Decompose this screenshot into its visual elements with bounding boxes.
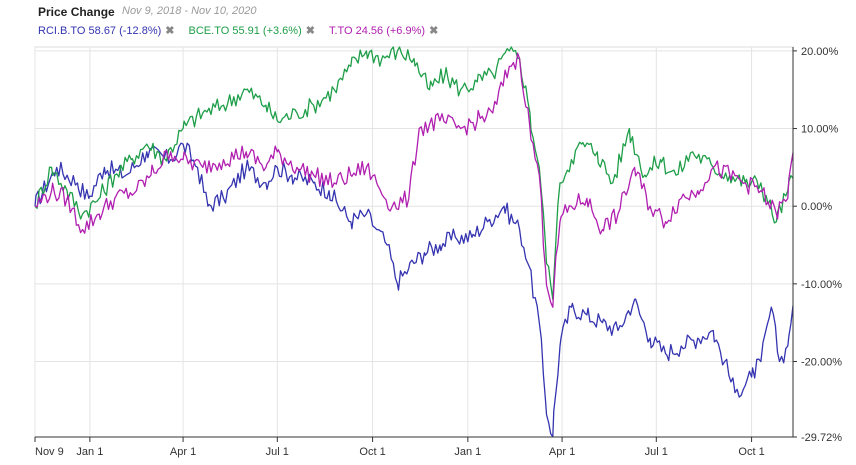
y-tick-label: 0.00%: [801, 201, 832, 213]
series-line-rci-b-to[interactable]: [34, 142, 794, 438]
remove-series-icon[interactable]: ✖: [165, 25, 175, 37]
remove-series-icon[interactable]: ✖: [305, 25, 315, 37]
legend: RCI.B.TO 58.67 (-12.8%) ✖ BCE.TO 55.91 (…: [38, 24, 439, 38]
x-tick-label: Oct 1: [738, 446, 764, 458]
x-tick-label: Jan 1: [76, 446, 103, 458]
remove-series-icon[interactable]: ✖: [429, 25, 439, 37]
legend-label-t: T.TO 24.56 (+6.9%): [328, 24, 426, 37]
series-group: [34, 46, 794, 438]
x-tick-label: Nov 9: [35, 446, 64, 458]
x-tick-label: Jul 1: [266, 446, 289, 458]
series-line-t-to[interactable]: [34, 52, 794, 308]
grid: [34, 46, 794, 438]
y-tick-label: 20.00%: [801, 46, 839, 58]
legend-item-rci[interactable]: RCI.B.TO 58.67 (-12.8%) ✖: [38, 24, 175, 38]
y-tick-label: -10.00%: [801, 279, 842, 291]
x-tick-label: Oct 1: [359, 446, 385, 458]
x-tick-label: Jan 1: [454, 446, 481, 458]
y-tick-label: -20.00%: [801, 357, 842, 369]
x-tick-label: Apr 1: [170, 446, 196, 458]
chart-header: Price Change Nov 9, 2018 - Nov 10, 2020 …: [0, 0, 856, 46]
legend-item-t[interactable]: T.TO 24.56 (+6.9%) ✖: [328, 24, 439, 38]
y-tick-label: 10.00%: [801, 124, 839, 136]
legend-item-bce[interactable]: BCE.TO 55.91 (+3.6%) ✖: [188, 24, 315, 38]
chart-title: Price Change: [38, 5, 115, 19]
legend-label-bce: BCE.TO 55.91 (+3.6%): [188, 24, 302, 37]
axes: 20.00% 10.00% 0.00% -10.00% -20.00% -29.72% No…: [34, 46, 842, 458]
x-tick-label: Apr 1: [549, 446, 575, 458]
legend-label-rci: RCI.B.TO 58.67 (-12.8%): [38, 24, 162, 37]
series-line-bce-to[interactable]: [34, 46, 794, 301]
plot-frame: [34, 46, 794, 438]
x-tick-label: Jul 1: [645, 446, 668, 458]
y-tick-label: -29.72%: [801, 432, 842, 444]
date-range: Nov 9, 2018 - Nov 10, 2020: [122, 5, 257, 17]
